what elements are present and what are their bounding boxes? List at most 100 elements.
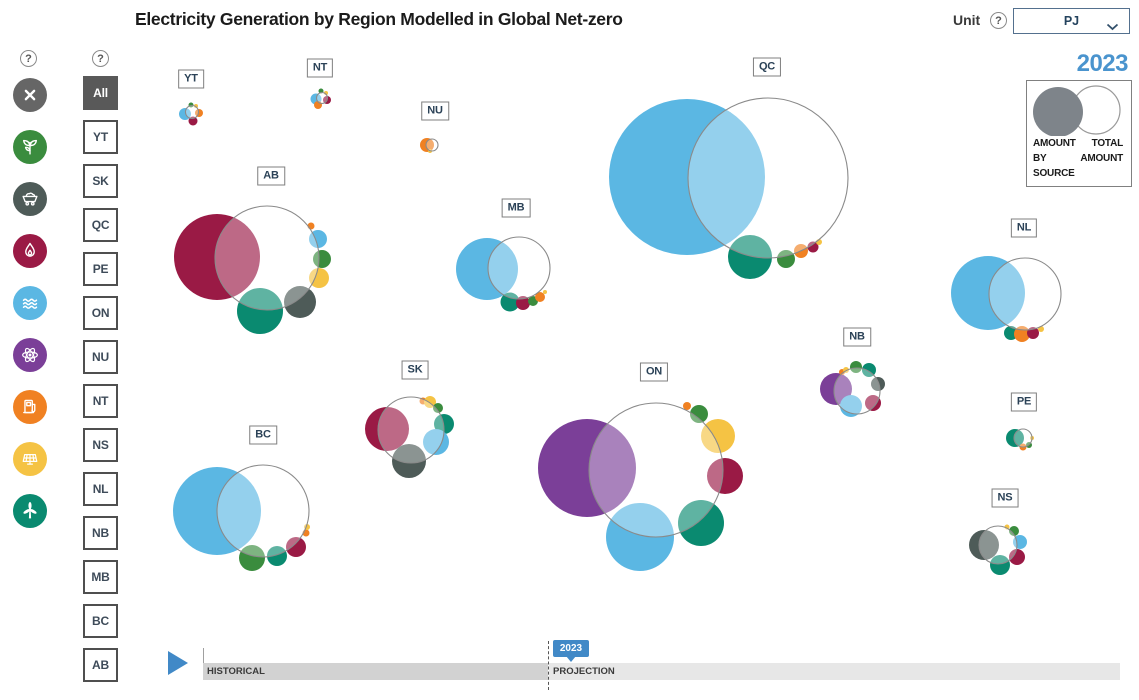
solar-panel-icon (19, 448, 41, 470)
bubble-bc-biomass[interactable] (239, 545, 265, 571)
region-cluster-on (538, 402, 743, 571)
bubble-qc-natural-gas[interactable] (807, 241, 819, 253)
region-button-ns[interactable]: NS (83, 428, 118, 462)
total-circle-nt[interactable] (315, 91, 329, 105)
bubble-mb-oil[interactable] (535, 292, 545, 302)
total-circle-nl[interactable] (988, 257, 1062, 331)
legend-total-label: TOTAL AMOUNT (1080, 138, 1123, 164)
chevron-down-icon (1106, 18, 1119, 36)
timeline-historical-label: HISTORICAL (207, 666, 265, 677)
region-button-bc[interactable]: BC (83, 604, 118, 638)
region-button-nu[interactable]: NU (83, 340, 118, 374)
total-circle-sk[interactable] (377, 396, 445, 464)
bubble-ns-wind[interactable] (990, 555, 1010, 575)
bubble-nb-natural-gas[interactable] (865, 395, 881, 411)
bubble-ns-solar[interactable] (1004, 524, 1010, 530)
source-filter-natural-gas[interactable] (13, 234, 47, 268)
total-circle-ns[interactable] (978, 525, 1018, 565)
source-filter-oil[interactable] (13, 390, 47, 424)
bubble-on-nuclear[interactable] (538, 419, 636, 517)
play-button[interactable] (166, 650, 192, 676)
region-button-sk[interactable]: SK (83, 164, 118, 198)
bubble-ab-natural-gas[interactable] (174, 214, 260, 300)
bubble-mb-solar[interactable] (543, 290, 547, 294)
total-circle-ab[interactable] (214, 205, 320, 311)
bubble-nb-biomass[interactable] (850, 361, 862, 373)
bubble-yt-solar[interactable] (194, 104, 198, 108)
source-filter-coal[interactable] (13, 182, 47, 216)
unit-select[interactable]: PJ (1013, 8, 1130, 34)
region-button-on[interactable]: ON (83, 296, 118, 330)
bubble-qc-hydro[interactable] (609, 99, 765, 255)
play-icon (168, 651, 188, 675)
region-filter-help-icon[interactable]: ? (92, 50, 109, 67)
total-circle-qc[interactable] (687, 97, 849, 259)
total-circle-nb[interactable] (833, 367, 881, 415)
timeline-track-historical[interactable]: HISTORICAL (203, 663, 548, 680)
bubble-sk-coal[interactable] (392, 444, 426, 478)
bubble-qc-wind[interactable] (728, 235, 772, 279)
region-cluster-qc (609, 97, 849, 279)
bubble-mb-wind[interactable] (500, 292, 520, 312)
bubble-on-oil[interactable] (683, 402, 691, 410)
total-circle-bc[interactable] (216, 464, 310, 558)
source-filter-nuclear[interactable] (13, 338, 47, 372)
bubble-ns-coal[interactable] (969, 530, 999, 560)
total-circle-yt[interactable] (184, 104, 200, 120)
timeline-year-badge[interactable]: 2023 (553, 640, 589, 657)
bubble-on-hydro[interactable] (606, 503, 674, 571)
source-filter-wind[interactable] (13, 494, 47, 528)
region-button-nb[interactable]: NB (83, 516, 118, 550)
bubble-ab-coal[interactable] (284, 286, 316, 318)
bubble-sk-natural-gas[interactable] (365, 407, 409, 451)
total-circle-nu[interactable] (425, 138, 439, 152)
source-filter-hydro[interactable] (13, 286, 47, 320)
legend-source-circle (1033, 87, 1083, 136)
bubble-nu-oil[interactable] (420, 138, 434, 152)
bubble-sk-biomass[interactable] (433, 403, 443, 413)
bubble-ns-biomass[interactable] (1009, 526, 1019, 536)
unit-label: Unit (953, 12, 981, 28)
bubble-on-solar[interactable] (701, 419, 735, 453)
bubble-mb-hydro[interactable] (456, 238, 518, 300)
region-cluster-pe (1006, 428, 1034, 451)
bubble-yt-oil[interactable] (195, 109, 203, 117)
timeline-track-projection[interactable]: PROJECTION (549, 663, 1120, 680)
source-filter-biomass[interactable] (13, 130, 47, 164)
region-button-nl[interactable]: NL (83, 472, 118, 506)
region-cluster-nb (820, 361, 885, 417)
bubble-nb-coal[interactable] (871, 377, 885, 391)
bubble-sk-hydro[interactable] (423, 429, 449, 455)
x-icon (19, 84, 41, 106)
source-filter-clear-filters[interactable] (13, 78, 47, 112)
region-button-qc[interactable]: QC (83, 208, 118, 242)
total-circle-on[interactable] (588, 402, 724, 538)
bubble-on-wind[interactable] (678, 500, 724, 546)
bubble-bc-wind[interactable] (267, 546, 287, 566)
legend-box: AMOUNT BY SOURCE TOTAL AMOUNT (1026, 80, 1132, 187)
region-button-ab[interactable]: AB (83, 648, 118, 682)
bubble-bc-natural-gas[interactable] (286, 537, 306, 557)
bubble-pe-wind[interactable] (1006, 429, 1024, 447)
bubble-on-biomass[interactable] (690, 405, 708, 423)
source-filter-solar[interactable] (13, 442, 47, 476)
bubble-ns-natural-gas[interactable] (1009, 549, 1025, 565)
region-button-all[interactable]: All (83, 76, 118, 110)
total-circle-mb[interactable] (487, 236, 551, 300)
bubble-ab-biomass[interactable] (313, 250, 331, 268)
source-filter-help-icon[interactable]: ? (20, 50, 37, 67)
unit-help-icon[interactable]: ? (990, 12, 1007, 29)
bubble-nb-nuclear[interactable] (820, 373, 852, 405)
bubble-on-natural-gas[interactable] (707, 458, 743, 494)
unit-value: PJ (1063, 14, 1080, 28)
region-button-nt[interactable]: NT (83, 384, 118, 418)
bubble-ab-wind[interactable] (237, 288, 283, 334)
region-button-pe[interactable]: PE (83, 252, 118, 286)
page-title: Electricity Generation by Region Modelle… (135, 9, 623, 29)
bubble-nl-hydro[interactable] (951, 256, 1025, 330)
region-button-yt[interactable]: YT (83, 120, 118, 154)
bubble-ab-solar[interactable] (309, 268, 329, 288)
total-circle-pe[interactable] (1013, 428, 1033, 448)
region-button-mb[interactable]: MB (83, 560, 118, 594)
flame-icon (19, 240, 41, 262)
